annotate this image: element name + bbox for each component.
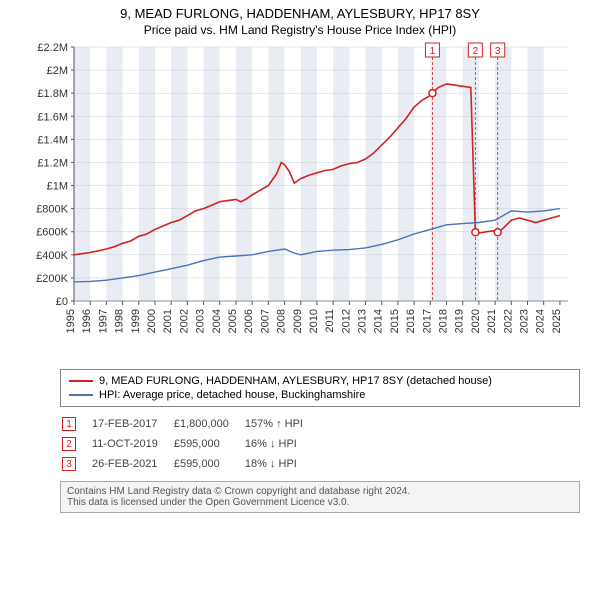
event-date: 11-OCT-2019	[92, 435, 172, 453]
legend-item: HPI: Average price, detached house, Buck…	[69, 388, 571, 402]
event-delta: 157% ↑ HPI	[245, 415, 317, 433]
event-marker: 2	[62, 437, 76, 451]
svg-text:2007: 2007	[259, 309, 271, 333]
svg-text:2019: 2019	[454, 309, 466, 333]
svg-text:2011: 2011	[324, 309, 336, 333]
svg-text:2004: 2004	[211, 309, 223, 333]
svg-text:2017: 2017	[421, 309, 433, 333]
svg-text:2008: 2008	[276, 309, 288, 333]
chart-title: 9, MEAD FURLONG, HADDENHAM, AYLESBURY, H…	[0, 0, 600, 41]
svg-text:1995: 1995	[65, 309, 77, 333]
svg-text:2010: 2010	[308, 309, 320, 333]
event-row: 1 17-FEB-2017£1,800,000157% ↑ HPI	[62, 415, 317, 433]
event-date: 17-FEB-2017	[92, 415, 172, 433]
line-chart: £0 £200K £400K £600K £800K £1M £1.2M £1.4M £1.6M…	[20, 41, 580, 361]
svg-text:2021: 2021	[486, 309, 498, 333]
legend-label: HPI: Average price, detached house, Buck…	[99, 389, 365, 401]
svg-text:£800K: £800K	[36, 204, 68, 216]
svg-text:£400K: £400K	[36, 250, 68, 262]
svg-text:2015: 2015	[389, 309, 401, 333]
svg-text:1998: 1998	[114, 309, 126, 333]
event-date: 26-FEB-2021	[92, 455, 172, 473]
legend-swatch	[69, 380, 93, 382]
events-table: 1 17-FEB-2017£1,800,000157% ↑ HPI 2 11-OCT-…	[60, 413, 319, 475]
svg-text:1996: 1996	[81, 309, 93, 333]
svg-text:2016: 2016	[405, 309, 417, 333]
svg-text:2020: 2020	[470, 309, 482, 333]
legend-swatch	[69, 394, 93, 396]
svg-text:£1.8M: £1.8M	[37, 88, 68, 100]
legend-item: 9, MEAD FURLONG, HADDENHAM, AYLESBURY, H…	[69, 374, 571, 388]
legend-label: 9, MEAD FURLONG, HADDENHAM, AYLESBURY, H…	[99, 375, 492, 387]
event-price: £1,800,000	[174, 415, 243, 433]
svg-text:£2M: £2M	[47, 65, 68, 77]
svg-text:2003: 2003	[195, 309, 207, 333]
svg-text:2000: 2000	[146, 309, 158, 333]
license-line2: This data is licensed under the Open Gov…	[67, 497, 573, 508]
title-line2: Price paid vs. HM Land Registry's House …	[0, 23, 600, 37]
svg-text:£1.4M: £1.4M	[37, 134, 68, 146]
svg-text:2023: 2023	[519, 309, 531, 333]
svg-text:2022: 2022	[502, 309, 514, 333]
svg-text:2025: 2025	[551, 309, 563, 333]
event-row: 2 11-OCT-2019£595,00016% ↓ HPI	[62, 435, 317, 453]
event-marker: 3	[62, 457, 76, 471]
event-price: £595,000	[174, 435, 243, 453]
svg-text:£600K: £600K	[36, 227, 68, 239]
chart-area: £0 £200K £400K £600K £800K £1M £1.2M £1.4M £1.6M…	[20, 41, 580, 361]
svg-text:£1.2M: £1.2M	[37, 157, 68, 169]
svg-text:2001: 2001	[162, 309, 174, 333]
svg-text:2024: 2024	[535, 309, 547, 333]
svg-text:1997: 1997	[97, 309, 109, 333]
svg-text:2012: 2012	[340, 309, 352, 333]
event-delta: 18% ↓ HPI	[245, 455, 317, 473]
svg-text:£1.6M: £1.6M	[37, 111, 68, 123]
svg-text:1999: 1999	[130, 309, 142, 333]
svg-text:£2.2M: £2.2M	[37, 42, 68, 54]
license-line1: Contains HM Land Registry data © Crown c…	[67, 486, 573, 497]
legend: 9, MEAD FURLONG, HADDENHAM, AYLESBURY, H…	[60, 369, 580, 407]
svg-text:2006: 2006	[243, 309, 255, 333]
event-price: £595,000	[174, 455, 243, 473]
svg-text:2013: 2013	[357, 309, 369, 333]
svg-text:2014: 2014	[373, 309, 385, 333]
svg-text:2009: 2009	[292, 309, 304, 333]
svg-text:£1M: £1M	[47, 181, 68, 193]
event-marker: 1	[62, 417, 76, 431]
svg-text:£200K: £200K	[36, 273, 68, 285]
svg-text:1: 1	[430, 46, 436, 57]
svg-text:2018: 2018	[438, 309, 450, 333]
license-box: Contains HM Land Registry data © Crown c…	[60, 481, 580, 513]
svg-text:3: 3	[495, 46, 501, 57]
svg-text:2005: 2005	[227, 309, 239, 333]
event-delta: 16% ↓ HPI	[245, 435, 317, 453]
svg-text:2: 2	[473, 46, 479, 57]
svg-text:£0: £0	[56, 296, 68, 308]
svg-text:2002: 2002	[178, 309, 190, 333]
title-line1: 9, MEAD FURLONG, HADDENHAM, AYLESBURY, H…	[0, 6, 600, 21]
event-row: 3 26-FEB-2021£595,00018% ↓ HPI	[62, 455, 317, 473]
